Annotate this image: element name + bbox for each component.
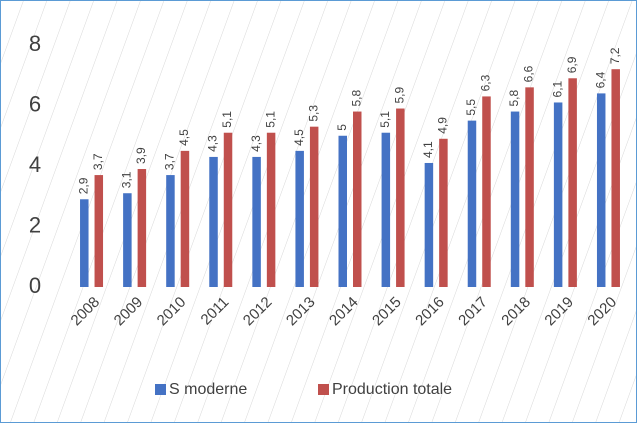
value-label: 5,9 <box>392 87 406 104</box>
y-tick-label: 6 <box>29 91 41 116</box>
y-tick-label: 4 <box>29 152 41 177</box>
value-label: 5,1 <box>220 111 234 128</box>
bar <box>266 132 276 287</box>
y-tick-label: 2 <box>29 212 41 237</box>
value-label: 5,8 <box>349 90 363 107</box>
bar <box>381 132 391 287</box>
value-label: 4,3 <box>249 135 263 152</box>
value-label: 6,9 <box>565 56 579 73</box>
value-label: 5,8 <box>507 90 521 107</box>
bar <box>137 169 147 287</box>
bar <box>553 102 563 287</box>
bar <box>295 150 304 287</box>
value-label: 5 <box>335 124 349 131</box>
value-label: 6,1 <box>550 80 564 97</box>
legend-label: Production totale <box>332 381 452 398</box>
bar <box>424 162 434 287</box>
bar <box>568 78 577 288</box>
bar <box>80 199 89 287</box>
value-label: 5,1 <box>263 111 277 128</box>
bar <box>209 156 218 287</box>
value-label: 3,1 <box>120 171 134 188</box>
bar <box>353 111 362 287</box>
value-label: 5,3 <box>306 105 320 122</box>
legend-swatch <box>318 384 329 395</box>
bar <box>482 96 491 287</box>
bar <box>467 120 477 287</box>
bar <box>180 150 190 287</box>
bar <box>309 126 319 287</box>
bar <box>166 175 175 287</box>
bar <box>510 111 520 287</box>
bar <box>223 132 233 287</box>
value-label: 4,5 <box>177 129 191 146</box>
value-label: 3,7 <box>91 153 105 170</box>
value-label: 6,4 <box>593 71 607 88</box>
bar <box>252 156 261 287</box>
value-label: 6,6 <box>522 65 536 82</box>
bar <box>611 69 620 287</box>
y-tick-label: 8 <box>29 31 41 56</box>
legend-label: S moderne <box>169 381 247 398</box>
value-label: 4,9 <box>436 117 450 134</box>
bar <box>94 175 104 287</box>
bar <box>338 135 347 287</box>
value-label: 5,1 <box>378 111 392 128</box>
value-label: 5,5 <box>464 99 478 116</box>
bar <box>525 87 534 287</box>
value-label: 7,2 <box>608 47 622 64</box>
bar <box>396 108 405 288</box>
value-label: 3,7 <box>163 153 177 170</box>
value-label: 2,9 <box>76 177 90 194</box>
bar <box>123 193 132 287</box>
value-label: 4,1 <box>421 141 435 158</box>
value-label: 4,5 <box>292 129 306 146</box>
value-label: 4,3 <box>206 135 220 152</box>
bar <box>596 93 606 288</box>
value-label: 3,9 <box>134 147 148 164</box>
y-tick-label: 0 <box>29 273 41 298</box>
value-label: 6,3 <box>479 74 493 91</box>
bar <box>439 138 448 287</box>
legend-swatch <box>155 384 166 395</box>
